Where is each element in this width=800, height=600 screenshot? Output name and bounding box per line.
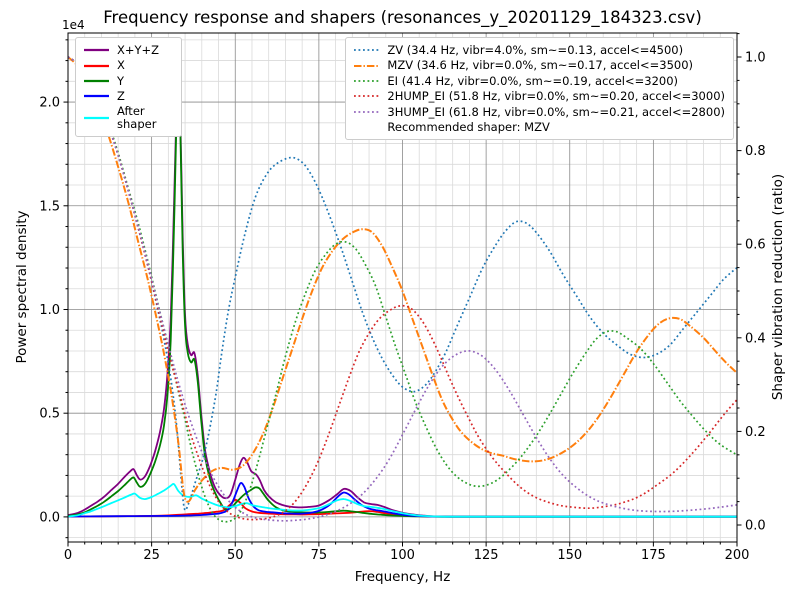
legend-item: 2HUMP_EI (51.8 Hz, vibr=0.0%, sm~=0.20, … [353, 89, 725, 103]
legend-swatch [354, 110, 380, 113]
right-y-tick-label: 0.8 [745, 144, 766, 159]
legend-label: EI (41.4 Hz, vibr=0.0%, sm~=0.19, accel<… [387, 73, 679, 88]
legend-label: X+Y+Z [117, 43, 160, 57]
series-2HUMP_EI [68, 56, 737, 521]
legend-item: X [83, 58, 173, 72]
y-axis-offset-text: 1e4 [62, 18, 85, 32]
series-xyz [68, 55, 737, 518]
legend-label: Z [117, 89, 125, 104]
legend-swatch [84, 116, 109, 119]
legend-label: After shaper [117, 103, 157, 131]
legend-swatch [354, 80, 380, 82]
chart-title: Frequency response and shapers (resonanc… [103, 8, 702, 27]
legend-item: Y [83, 74, 173, 88]
tick-marks [63, 33, 742, 547]
legend-swatch [354, 64, 380, 67]
x-tick-label: 100 [390, 548, 415, 563]
legend-swatch [354, 95, 380, 98]
x-tick-label: 25 [143, 548, 160, 563]
legend-item: MZV (34.6 Hz, vibr=0.0%, sm~=0.17, accel… [353, 58, 725, 72]
left-y-tick-label: 0.5 [39, 407, 60, 422]
legend-swatch [354, 49, 380, 52]
series-after_shaper [68, 482, 737, 518]
shaper-legend-items: ZV (34.4 Hz, vibr=4.0%, sm~=0.13, accel<… [353, 43, 725, 119]
right-y-axis-label: Shaper vibration reduction (ratio) [770, 173, 786, 401]
left-y-tick-label: 1.5 [39, 199, 60, 214]
left-y-tick-label: 2.0 [39, 96, 60, 111]
recommended-shaper-text: Recommended shaper: MZV [387, 119, 550, 134]
legend-item: Z [83, 89, 173, 103]
x-tick-label: 0 [64, 548, 72, 563]
legend-item: 3HUMP_EI (61.8 Hz, vibr=0.0%, sm~=0.21, … [353, 105, 725, 119]
shaper-legend: ZV (34.4 Hz, vibr=4.0%, sm~=0.13, accel<… [345, 37, 734, 141]
psd-curves [68, 55, 737, 518]
legend-swatch [84, 79, 109, 83]
legend-label: Y [117, 73, 125, 88]
legend-swatch [84, 95, 109, 98]
left-y-tick-label: 0.0 [39, 510, 60, 525]
legend-swatch-spacer [353, 120, 380, 134]
x-tick-label: 150 [557, 548, 582, 563]
legend-swatch [84, 49, 109, 52]
series-ZV [68, 56, 737, 512]
x-tick-label: 125 [474, 548, 499, 563]
legend-item: ZV (34.4 Hz, vibr=4.0%, sm~=0.13, accel<… [353, 43, 725, 57]
legend-swatch [84, 64, 109, 67]
x-tick-label: 75 [311, 548, 328, 563]
left-y-tick-label: 1.0 [39, 303, 60, 318]
right-y-tick-label: 0.4 [745, 331, 766, 346]
right-y-tick-label: 0.0 [745, 519, 766, 534]
series-3HUMP_EI [68, 56, 737, 522]
legend-item: X+Y+Z [83, 43, 173, 57]
legend-item: After shaper [83, 103, 173, 131]
x-tick-label: 175 [641, 548, 666, 563]
right-y-tick-label: 0.2 [745, 425, 766, 440]
x-axis-label: Frequency, Hz [354, 569, 451, 585]
psd-legend: X+Y+Z X Y Z After shaper [75, 37, 182, 137]
legend-label: MZV (34.6 Hz, vibr=0.0%, sm~=0.17, accel… [387, 58, 694, 73]
legend-item: EI (41.4 Hz, vibr=0.0%, sm~=0.19, accel<… [353, 74, 725, 88]
x-tick-label: 200 [725, 548, 750, 563]
recommended-shaper-note: Recommended shaper: MZV [353, 120, 725, 134]
right-y-tick-label: 1.0 [745, 51, 766, 66]
x-tick-label: 50 [227, 548, 244, 563]
tick-labels: 0 25 50 75 100 125 150 175 200 0.0 0.5 1.0 1.5 2.0 0.0… [39, 51, 765, 563]
legend-label: 3HUMP_EI (61.8 Hz, vibr=0.0%, sm~=0.21, … [387, 104, 725, 119]
legend-label: 2HUMP_EI (51.8 Hz, vibr=0.0%, sm~=0.20, … [387, 89, 725, 104]
right-y-tick-label: 0.6 [745, 238, 766, 253]
series-y [68, 57, 737, 518]
legend-label: X [117, 58, 125, 73]
shaper-curves [68, 56, 737, 523]
series-MZV [68, 56, 737, 503]
legend-label: ZV (34.4 Hz, vibr=4.0%, sm~=0.13, accel<… [387, 43, 684, 57]
left-y-axis-label: Power spectral density [14, 210, 30, 364]
